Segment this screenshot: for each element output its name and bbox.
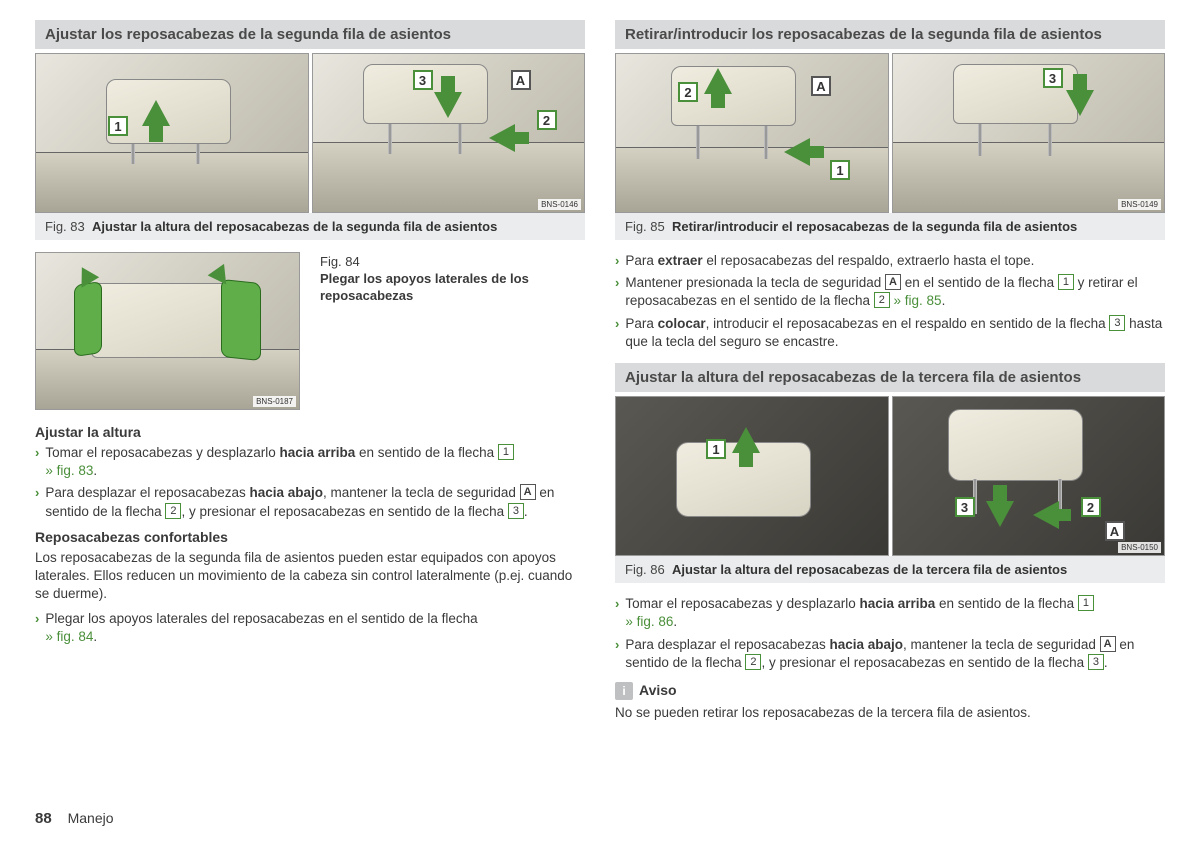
callout-a: A bbox=[1105, 521, 1125, 541]
callout-2: 2 bbox=[537, 110, 557, 130]
section-header: Ajustar los reposacabezas de la segunda … bbox=[35, 20, 585, 49]
bullet-item: › Mantener presionada la tecla de seguri… bbox=[615, 274, 1165, 310]
callout-a: A bbox=[811, 76, 831, 96]
chevron-icon: › bbox=[615, 274, 619, 310]
callout-2: 2 bbox=[678, 82, 698, 102]
page-number: 88 bbox=[35, 810, 52, 827]
figure-85: 2 A 1 3 BNS-0149 bbox=[615, 53, 1165, 213]
callout-1: 1 bbox=[706, 439, 726, 459]
figure-86: 1 3 2 A BNS-0150 bbox=[615, 396, 1165, 556]
page-footer: 88 Manejo bbox=[35, 810, 114, 827]
bullet-item: › Para extraer el reposacabezas del resp… bbox=[615, 252, 1165, 270]
info-icon: i bbox=[615, 682, 633, 700]
chevron-icon: › bbox=[35, 610, 39, 646]
figure-caption: Fig. 83 Ajustar la altura del reposacabe… bbox=[35, 213, 585, 240]
bullet-item: › Para desplazar el reposacabezas hacia … bbox=[35, 484, 585, 520]
subheading: Ajustar la altura bbox=[35, 424, 585, 440]
callout-2: 2 bbox=[1081, 497, 1101, 517]
chevron-icon: › bbox=[615, 315, 619, 351]
callout-3: 3 bbox=[955, 497, 975, 517]
bullet-item: › Para colocar, introducir el reposacabe… bbox=[615, 315, 1165, 351]
bullet-item: › Tomar el reposacabezas y desplazarlo h… bbox=[35, 444, 585, 480]
section-label: Manejo bbox=[68, 810, 114, 826]
callout-1: 1 bbox=[108, 116, 128, 136]
figure-84-row: BNS-0187 Fig. 84 Plegar los apoyos later… bbox=[35, 252, 585, 410]
chevron-icon: › bbox=[615, 595, 619, 631]
figure-panel-left: 1 bbox=[35, 53, 309, 213]
image-code: BNS-0149 bbox=[1118, 199, 1161, 210]
figure-panel-right: 3 BNS-0149 bbox=[892, 53, 1166, 213]
image-code: BNS-0146 bbox=[538, 199, 581, 210]
paragraph: Los reposacabezas de la segunda fila de … bbox=[35, 549, 585, 604]
chevron-icon: › bbox=[35, 444, 39, 480]
figure-panel-left: 2 A 1 bbox=[615, 53, 889, 213]
bullet-item: › Tomar el reposacabezas y desplazarlo h… bbox=[615, 595, 1165, 631]
callout-a: A bbox=[511, 70, 531, 90]
aviso-heading: iAviso bbox=[615, 682, 1165, 700]
chevron-icon: › bbox=[615, 636, 619, 672]
figure-83: 1 3 A 2 BNS-0146 bbox=[35, 53, 585, 213]
right-column: Retirar/introducir los reposacabezas de … bbox=[615, 20, 1165, 728]
figure-caption: Fig. 86 Ajustar la altura del reposacabe… bbox=[615, 556, 1165, 583]
left-column: Ajustar los reposacabezas de la segunda … bbox=[35, 20, 585, 728]
section-header: Retirar/introducir los reposacabezas de … bbox=[615, 20, 1165, 49]
image-code: BNS-0187 bbox=[253, 396, 296, 407]
callout-1: 1 bbox=[830, 160, 850, 180]
chevron-icon: › bbox=[615, 252, 619, 270]
figure-panel-left: 1 bbox=[615, 396, 889, 556]
subheading: Reposacabezas confortables bbox=[35, 529, 585, 545]
callout-3: 3 bbox=[413, 70, 433, 90]
figure-panel-right: 3 2 A BNS-0150 bbox=[892, 396, 1166, 556]
aviso-text: No se pueden retirar los reposacabezas d… bbox=[615, 704, 1165, 722]
section-header: Ajustar la altura del reposacabezas de l… bbox=[615, 363, 1165, 392]
chevron-icon: › bbox=[35, 484, 39, 520]
callout-3: 3 bbox=[1043, 68, 1063, 88]
bullet-item: › Para desplazar el reposacabezas hacia … bbox=[615, 636, 1165, 672]
figure-panel-right: 3 A 2 BNS-0146 bbox=[312, 53, 586, 213]
image-code: BNS-0150 bbox=[1118, 542, 1161, 553]
bullet-item: › Plegar los apoyos laterales del reposa… bbox=[35, 610, 585, 646]
figure-84: BNS-0187 bbox=[35, 252, 300, 410]
figure-84-caption: Fig. 84 Plegar los apoyos laterales de l… bbox=[310, 252, 585, 410]
figure-caption: Fig. 85 Retirar/introducir el reposacabe… bbox=[615, 213, 1165, 240]
